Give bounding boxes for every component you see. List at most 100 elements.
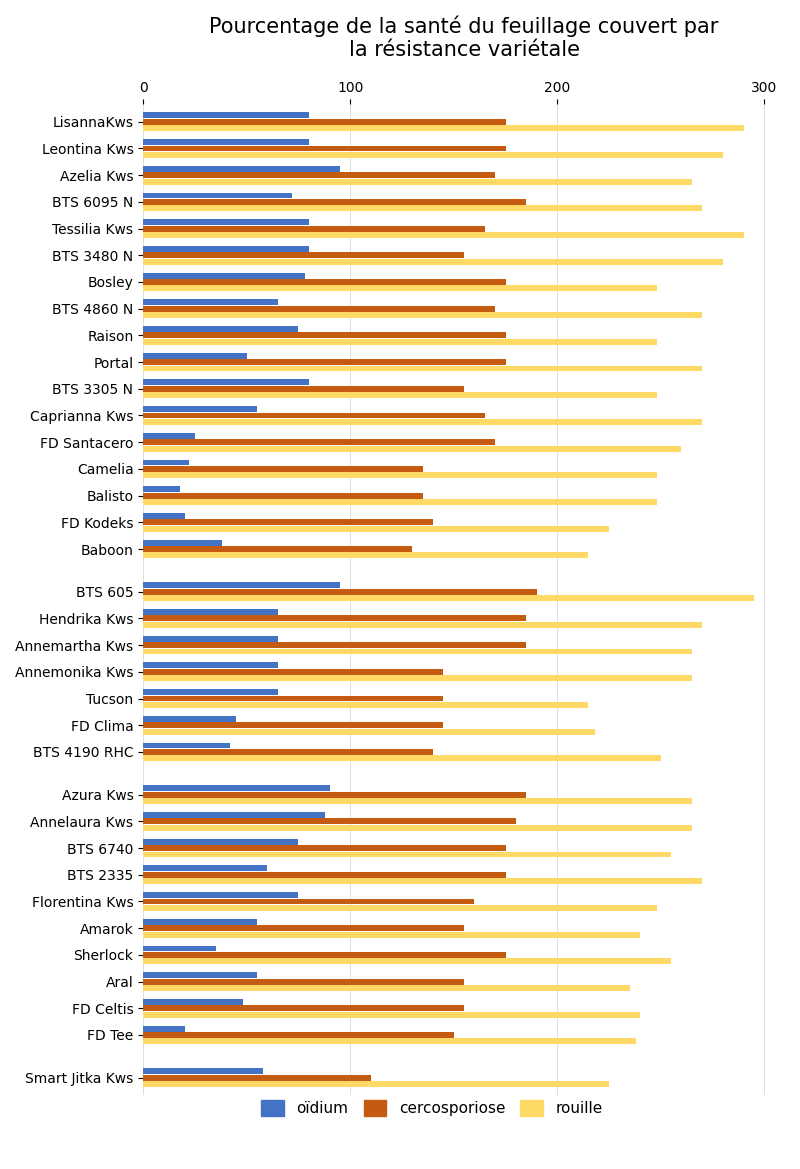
Bar <box>143 1032 454 1038</box>
Bar <box>143 406 257 411</box>
Bar <box>143 1005 464 1011</box>
Legend: oïdium, cercosporiose, rouille: oïdium, cercosporiose, rouille <box>255 1094 609 1122</box>
Bar <box>143 952 506 957</box>
Bar <box>143 985 630 991</box>
Bar <box>143 609 278 615</box>
Bar <box>143 791 526 797</box>
Bar <box>143 245 309 251</box>
Bar <box>143 172 495 178</box>
Bar <box>143 119 506 125</box>
Bar <box>143 812 326 818</box>
Title: Pourcentage de la santé du feuillage couvert par
la résistance variétale: Pourcentage de la santé du feuillage cou… <box>210 15 718 60</box>
Bar <box>143 258 723 264</box>
Bar <box>143 946 216 952</box>
Bar <box>143 553 588 559</box>
Bar <box>143 872 506 878</box>
Bar <box>143 326 298 332</box>
Bar <box>143 932 640 938</box>
Bar <box>143 973 257 978</box>
Bar <box>143 413 485 419</box>
Bar <box>143 492 422 498</box>
Bar <box>143 419 702 424</box>
Bar <box>143 925 464 932</box>
Bar <box>143 663 278 669</box>
Bar <box>143 622 702 628</box>
Bar <box>143 253 464 258</box>
Bar <box>143 226 485 231</box>
Bar <box>143 440 495 445</box>
Bar <box>143 865 267 871</box>
Bar <box>143 152 723 158</box>
Bar <box>143 892 298 898</box>
Bar <box>143 959 671 964</box>
Bar <box>143 649 692 655</box>
Bar <box>143 1011 640 1018</box>
Bar <box>143 878 702 884</box>
Bar <box>143 272 305 278</box>
Bar <box>143 1074 371 1080</box>
Bar <box>143 139 309 145</box>
Bar <box>143 905 657 911</box>
Bar <box>143 798 692 804</box>
Bar <box>143 540 222 546</box>
Bar <box>143 353 246 359</box>
Bar <box>143 393 657 399</box>
Bar <box>143 742 230 748</box>
Bar <box>143 306 495 312</box>
Bar <box>143 166 340 172</box>
Bar <box>143 1025 185 1031</box>
Bar <box>143 125 743 131</box>
Bar <box>143 339 657 345</box>
Bar <box>143 786 330 791</box>
Bar <box>143 445 682 451</box>
Bar <box>143 433 195 438</box>
Bar <box>143 749 433 755</box>
Bar <box>143 513 185 519</box>
Bar <box>143 696 443 701</box>
Bar <box>143 690 278 696</box>
Bar <box>143 366 702 372</box>
Bar <box>143 582 340 588</box>
Bar <box>143 146 506 152</box>
Bar <box>143 386 464 392</box>
Bar <box>143 220 309 226</box>
Bar <box>143 999 242 1005</box>
Bar <box>143 279 506 285</box>
Bar <box>143 466 422 472</box>
Bar <box>143 851 671 857</box>
Bar <box>143 332 506 338</box>
Bar <box>143 1068 263 1074</box>
Bar <box>143 519 433 525</box>
Bar <box>143 1038 636 1044</box>
Bar <box>143 676 692 682</box>
Bar <box>143 728 594 734</box>
Bar <box>143 312 702 318</box>
Bar <box>143 546 412 552</box>
Bar <box>143 179 692 185</box>
Bar <box>143 199 526 205</box>
Bar <box>143 845 506 851</box>
Bar <box>143 285 657 291</box>
Bar <box>143 715 236 721</box>
Bar <box>143 755 661 761</box>
Bar <box>143 486 181 492</box>
Bar <box>143 112 309 118</box>
Bar <box>143 472 657 478</box>
Bar <box>143 919 257 925</box>
Bar <box>143 978 464 984</box>
Bar <box>143 818 516 824</box>
Bar <box>143 838 298 844</box>
Bar <box>143 669 443 675</box>
Bar <box>143 499 657 505</box>
Bar <box>143 233 743 238</box>
Bar <box>143 359 506 365</box>
Bar <box>143 899 474 905</box>
Bar <box>143 616 526 622</box>
Bar <box>143 589 537 595</box>
Bar <box>143 206 702 212</box>
Bar <box>143 722 443 728</box>
Bar <box>143 459 189 465</box>
Bar <box>143 526 609 532</box>
Bar <box>143 1081 609 1087</box>
Bar <box>143 642 526 648</box>
